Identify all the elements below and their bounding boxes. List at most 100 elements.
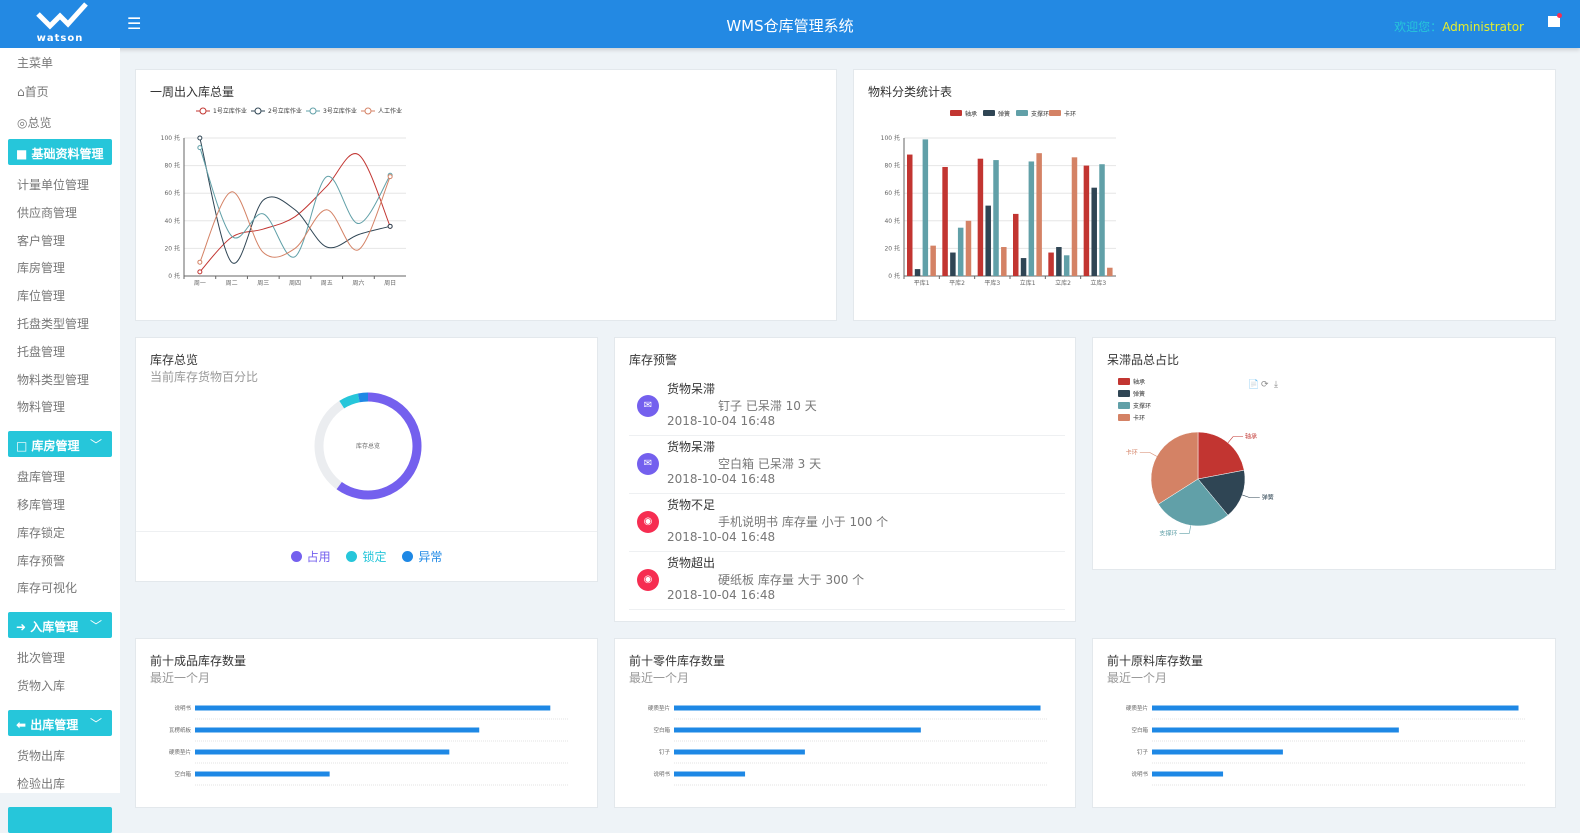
sidebar-item[interactable]: 计量单位管理 <box>17 178 90 192</box>
sidebar-item[interactable]: 库存可视化 <box>17 581 78 596</box>
x-tick-label: 立库1 <box>1020 279 1036 287</box>
welcome-user[interactable]: 欢迎您：Administrator <box>1394 18 1524 35</box>
sidebar-item[interactable]: 货物出库 <box>17 748 66 763</box>
warning-time: 2018-10-04 16:48 <box>667 414 776 428</box>
bar <box>195 727 480 733</box>
sidebar-item-home[interactable]: ⌂首页 <box>17 83 49 100</box>
x-tick-label: 周五 <box>321 280 333 287</box>
legend-label: 轴承 <box>965 110 977 118</box>
sidebar-group-label: 出库管理 <box>30 717 79 732</box>
refresh-icon[interactable]: ⟳ <box>1261 380 1269 390</box>
sidebar-item[interactable]: 库房管理 <box>17 261 66 276</box>
y-tick-label: 60 托 <box>164 189 180 197</box>
y-category-label: 空白箱 <box>174 770 191 778</box>
sidebar-item[interactable]: 移库管理 <box>17 498 66 512</box>
sidebar-item[interactable]: 检验出库 <box>17 776 66 791</box>
group-icon: ⬅ <box>16 717 31 732</box>
sidebar-item[interactable]: 托盘管理 <box>17 344 66 359</box>
series-line <box>199 176 391 263</box>
sidebar-item[interactable]: 托盘类型管理 <box>17 317 90 331</box>
bar <box>985 205 991 276</box>
bar <box>195 705 551 711</box>
globe-icon: ◉ <box>637 569 659 591</box>
sidebar-item[interactable]: 盘库管理 <box>17 470 66 485</box>
series-line <box>199 147 391 258</box>
bar <box>907 154 913 276</box>
legend-marker <box>199 107 207 115</box>
watson-logo[interactable]: watson <box>30 2 90 46</box>
legend-swatch <box>950 110 962 116</box>
bar <box>942 166 948 276</box>
sidebar-item[interactable]: 客户管理 <box>17 233 66 248</box>
sidebar-item[interactable]: 批次管理 <box>17 651 66 666</box>
y-tick-label: 80 托 <box>164 162 180 170</box>
bar <box>1056 247 1062 276</box>
series-line <box>199 153 391 273</box>
legend-abnormal[interactable]: 异常 <box>402 550 442 564</box>
app-title: WMS仓库管理系统 <box>726 17 854 35</box>
bar <box>195 771 330 777</box>
mail-icon: ✉ <box>637 395 659 417</box>
bar <box>950 252 956 276</box>
sidebar-item[interactable]: 物料管理 <box>17 400 66 415</box>
sidebar-item[interactable]: 库存预警 <box>17 553 66 568</box>
y-tick-label: 60 托 <box>884 189 900 197</box>
data-point <box>387 174 393 180</box>
download-icon[interactable]: ⤓ <box>1274 380 1278 390</box>
bar <box>1013 213 1019 276</box>
sidebar-group-more[interactable] <box>8 807 112 833</box>
sidebar-group-2[interactable]: ➜ 入库管理 ﹀ <box>8 612 112 639</box>
warning-item[interactable]: ◉ 货物不足 手机说明书 库存量 小于 100 个 2018-10-04 16:48 <box>629 496 1065 552</box>
bar <box>1001 247 1007 276</box>
hamburger-icon[interactable]: ☰ <box>127 14 142 33</box>
sidebar-group-0[interactable]: ■ 基础资料管理 <box>8 139 112 165</box>
y-tick-label: 40 托 <box>884 217 900 225</box>
warning-detail: 手机说明书 库存量 小于 100 个 <box>718 515 889 529</box>
flag-icon[interactable] <box>1548 13 1562 27</box>
y-category-label: 说明书 <box>653 770 670 778</box>
legend-swatch <box>1118 414 1130 421</box>
warning-detail: 空白箱 已呆滞 3 天 <box>718 457 822 471</box>
logo-check-icon <box>36 2 88 30</box>
sidebar-item[interactable]: 货物入库 <box>17 679 66 693</box>
sidebar-group-3[interactable]: ⬅ 出库管理 ﹀ <box>8 709 112 736</box>
warning-detail: 硬纸板 库存量 大于 300 个 <box>718 573 865 587</box>
home-icon: ⌂ <box>17 85 25 99</box>
sidebar-item-overview[interactable]: ◎总览 <box>17 114 52 131</box>
warning-item[interactable]: ◉ 货物超出 硬纸板 库存量 大于 300 个 2018-10-04 16:48 <box>629 554 1065 610</box>
series-line <box>199 137 391 264</box>
top-header: watson ☰ WMS仓库管理系统 欢迎您：Administrator <box>0 0 1580 48</box>
legend-used[interactable]: 占用 <box>290 550 331 564</box>
idle-ratio-card: 呆滞品总占比 轴承 轴承 弹簧 弹簧 支撑环 支撑环 卡环 卡环 📄 ⟳ ⤓ <box>1092 337 1556 570</box>
legend-label: 轴承 <box>1133 378 1145 386</box>
username[interactable]: Administrator <box>1442 20 1524 34</box>
legend-label: 2号立库作业 <box>268 107 302 115</box>
warning-item[interactable]: ✉ 货物呆滞 空白箱 已呆滞 3 天 2018-10-04 16:48 <box>629 438 1065 494</box>
bar <box>674 705 1041 711</box>
data-view-icon[interactable]: 📄 <box>1248 378 1259 390</box>
y-tick-label: 80 托 <box>884 162 900 170</box>
inventory-overview-card: 库存总览 当前库存货物百分比 库存总览 占用 锁定 异常 <box>135 337 598 582</box>
warning-time: 2018-10-04 16:48 <box>667 588 776 602</box>
sidebar-item[interactable]: 物料类型管理 <box>17 372 90 387</box>
legend-label: 支撑环 <box>1031 110 1049 118</box>
weekly-io-card: 一周出入库总量 0 托 20 托 40 托 60 托 80 托 100 托周一 周二 周三 周四… <box>135 69 837 321</box>
sidebar-item[interactable]: 库位管理 <box>17 289 66 304</box>
legend-label: 卡环 <box>1133 414 1145 422</box>
bar <box>1028 161 1035 276</box>
sidebar-item[interactable]: 供应商管理 <box>17 205 78 220</box>
sidebar-group-label: 库房管理 <box>31 439 80 454</box>
legend-locked[interactable]: 锁定 <box>346 550 387 564</box>
y-category-label: 硬质垫片 <box>169 748 191 756</box>
sidebar-group-1[interactable]: □ 库房管理 ﹀ <box>8 431 112 458</box>
bar <box>1152 727 1399 733</box>
x-tick-label: 立库3 <box>1090 279 1106 287</box>
sidebar-item[interactable]: 库存锁定 <box>17 525 66 540</box>
y-category-label: 钉子 <box>1137 748 1149 756</box>
bar <box>1152 771 1224 777</box>
bar <box>674 749 805 755</box>
warning-item[interactable]: ✉ 货物呆滞 钉子 已呆滞 10 天 2018-10-04 16:48 <box>629 380 1065 436</box>
bar <box>1020 258 1027 276</box>
pie-slice <box>1197 431 1245 480</box>
card-title: 呆滞品总占比 <box>1107 353 1180 367</box>
